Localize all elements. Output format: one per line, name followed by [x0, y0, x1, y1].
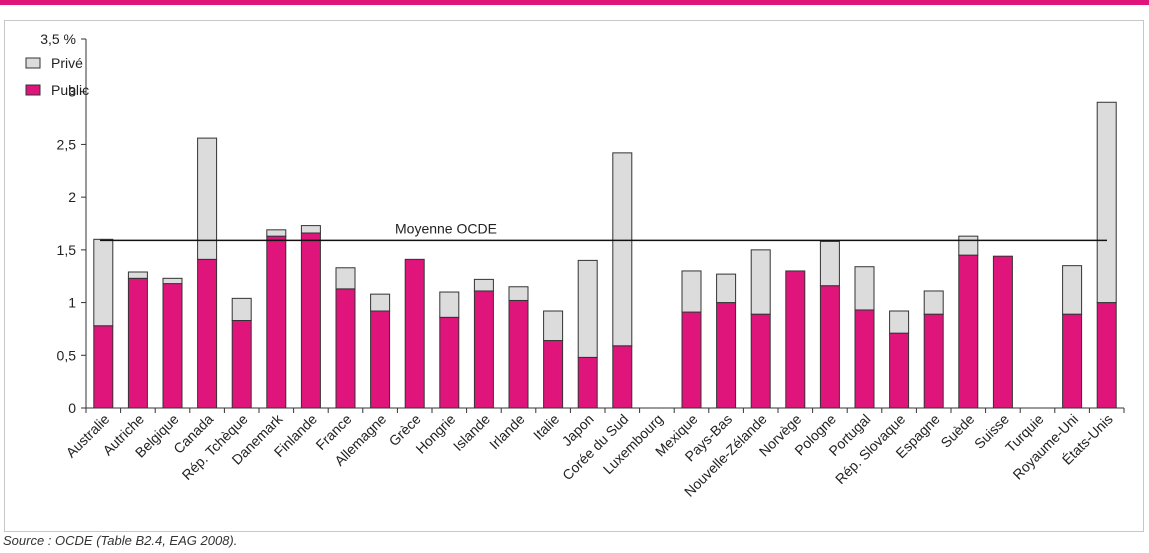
y-tick-label: 1,5	[57, 242, 77, 258]
bar-private	[93, 238, 114, 327]
bar-public	[854, 309, 875, 409]
bar-private	[127, 271, 148, 279]
y-tick-label: 0,5	[57, 347, 77, 363]
bar-private	[508, 286, 529, 301]
bar-private	[1062, 265, 1083, 315]
bar-private	[197, 137, 218, 260]
bar-public	[266, 235, 287, 409]
bar-private	[473, 278, 494, 292]
bar-private	[750, 249, 771, 315]
bar-private	[577, 259, 598, 358]
bar-public	[335, 288, 356, 409]
legend-label: Public	[51, 82, 89, 98]
bar-private	[958, 235, 979, 256]
bar-public	[819, 285, 840, 409]
bar-private	[266, 229, 287, 237]
x-category-label: Irlande	[486, 411, 528, 453]
bar-public	[127, 277, 148, 409]
bar-public	[923, 313, 944, 409]
bar-private	[439, 291, 460, 318]
bar-private	[612, 152, 633, 347]
bar-public	[1062, 313, 1083, 409]
bar-private	[543, 310, 564, 342]
y-tick-label: 2,5	[57, 136, 77, 152]
x-category-label: Islande	[450, 411, 493, 454]
x-category-label: Hongrie	[412, 411, 458, 457]
bar-private	[1096, 101, 1117, 304]
legend-label: Privé	[51, 55, 83, 71]
bar-public	[889, 332, 910, 409]
y-tick-label: 3	[68, 84, 76, 100]
bar-private	[716, 273, 737, 304]
bar-public	[716, 302, 737, 409]
bar-private	[923, 290, 944, 315]
bar-public	[681, 311, 702, 409]
y-tick-label: 2	[68, 189, 76, 205]
bar-public	[612, 345, 633, 409]
chart-frame: 0 0,5 1 1,5 2 2,5 3 3,5 % Australie Autriche Belgi…	[4, 20, 1144, 532]
bar-public	[958, 254, 979, 409]
bar-public	[992, 255, 1013, 409]
bar-public	[197, 258, 218, 409]
bar-private	[854, 266, 875, 311]
bar-chart: 00,511,522,533,5 %AustralieAutricheBelgi…	[25, 31, 1125, 500]
bar-private	[819, 240, 840, 287]
bar-public	[1096, 302, 1117, 409]
bar-public	[473, 290, 494, 409]
bar-public	[577, 356, 598, 409]
y-tick-label: 0	[68, 400, 76, 416]
bar-public	[750, 313, 771, 409]
legend-swatch	[25, 84, 41, 96]
bar-public	[231, 319, 252, 409]
bar-private	[335, 267, 356, 290]
bar-private	[300, 225, 321, 234]
bar-private	[681, 270, 702, 313]
bar-private	[889, 310, 910, 334]
bar-public	[162, 283, 183, 409]
oecd-average-label: Moyenne OCDE	[395, 220, 497, 236]
bar-public	[785, 270, 806, 409]
bar-public	[439, 316, 460, 409]
y-tick-label: 3,5 %	[40, 31, 76, 47]
legend-swatch	[25, 57, 41, 69]
top-accent-rule	[0, 0, 1149, 5]
bar-private	[162, 277, 183, 285]
bar-public	[404, 258, 425, 409]
bar-private	[370, 293, 391, 312]
source-note: Source : OCDE (Table B2.4, EAG 2008).	[3, 533, 238, 548]
bar-public	[93, 325, 114, 409]
bar-public	[300, 232, 321, 409]
bar-public	[543, 340, 564, 409]
x-category-label: Suède	[937, 411, 977, 451]
y-tick-label: 1	[68, 295, 76, 311]
bar-public	[370, 310, 391, 409]
bar-private	[231, 297, 252, 321]
bar-public	[508, 299, 529, 409]
